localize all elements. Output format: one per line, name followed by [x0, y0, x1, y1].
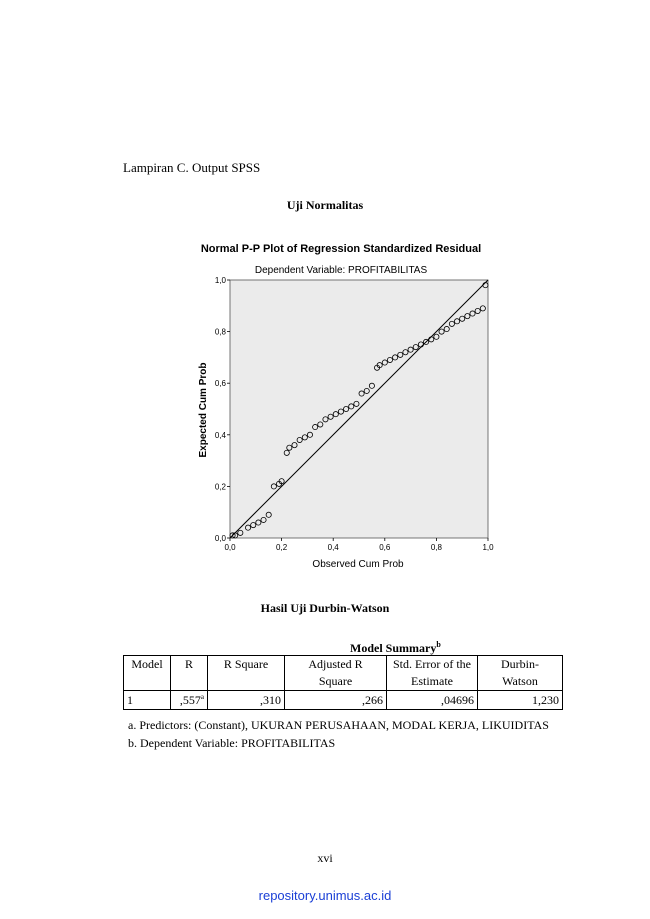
section-heading-normality: Uji Normalitas	[286, 198, 364, 212]
x-tick-label: 0,8	[431, 543, 443, 552]
data-point	[469, 310, 476, 317]
y-tick-label: 1,0	[215, 276, 227, 285]
header-durbin-watson: Durbin- Watson	[477, 655, 563, 691]
data-point	[423, 338, 430, 345]
chart-title: Normal P-P Plot of Regression Standardiz…	[201, 243, 481, 255]
cell-r-square: ,310	[207, 690, 285, 710]
section-heading-durbin-watson: Hasil Uji Durbin-Watson	[260, 601, 390, 615]
data-point	[255, 519, 262, 526]
data-point	[368, 382, 375, 389]
data-point	[306, 431, 313, 438]
x-tick-label: 0,4	[328, 543, 340, 552]
data-point	[353, 400, 360, 407]
data-point	[343, 405, 350, 412]
data-point	[291, 442, 298, 449]
data-point	[433, 333, 440, 340]
data-point	[312, 424, 319, 431]
chart-subtitle: Dependent Variable: PROFITABILITAS	[255, 265, 428, 276]
data-point	[332, 411, 339, 418]
header-std-error: Std. Error of the Estimate	[386, 655, 478, 691]
data-point	[327, 413, 334, 420]
x-tick-label: 0,0	[224, 543, 236, 552]
data-point	[232, 532, 239, 539]
data-point	[474, 307, 481, 314]
y-tick-label: 0,6	[215, 379, 227, 388]
data-point	[245, 524, 252, 531]
cell-r: ,557a	[170, 690, 208, 710]
cell-model: 1	[123, 690, 171, 710]
x-tick-label: 0,6	[379, 543, 391, 552]
y-tick-label: 0,2	[215, 482, 227, 491]
data-point	[464, 313, 471, 320]
data-point	[397, 351, 404, 358]
data-point	[363, 387, 370, 394]
y-axis-label: Expected Cum Prob	[198, 362, 209, 457]
data-point	[358, 390, 365, 397]
data-point	[322, 416, 329, 423]
data-point	[296, 436, 303, 443]
data-point	[229, 532, 236, 539]
y-tick-label: 0,4	[215, 431, 227, 440]
table-caption-sup: b	[436, 640, 441, 649]
y-tick-label: 0,0	[215, 534, 227, 543]
header-r: R	[170, 655, 208, 691]
data-point	[417, 341, 424, 348]
data-point	[278, 478, 285, 485]
model-summary-table: Model R R Square Adjusted R Square Std. E…	[123, 655, 563, 710]
data-point	[482, 282, 489, 289]
header-r-square: R Square	[207, 655, 285, 691]
data-point	[412, 344, 419, 351]
x-tick-label: 1,0	[482, 543, 494, 552]
header-model: Model	[123, 655, 171, 691]
table-caption-text: Model Summary	[350, 641, 437, 655]
data-point	[286, 444, 293, 451]
table-row: 1 ,557a ,310 ,266 ,04696 1,230	[123, 690, 563, 710]
y-tick-label: 0,8	[215, 328, 227, 337]
data-point	[265, 511, 272, 518]
data-point	[301, 434, 308, 441]
intro-text: Lampiran C. Output SPSS	[123, 160, 261, 175]
data-point	[407, 346, 414, 353]
header-adjusted-r-square: Adjusted R Square	[284, 655, 387, 691]
data-point	[386, 356, 393, 363]
data-point	[250, 522, 257, 529]
table-header-row: Model R R Square Adjusted R Square Std. E…	[123, 655, 563, 691]
data-point	[376, 362, 383, 369]
table-caption: Model Summaryb	[350, 640, 441, 656]
data-point	[443, 326, 450, 333]
data-point	[337, 408, 344, 415]
x-tick-label: 0,2	[276, 543, 288, 552]
cell-std-error: ,04696	[386, 690, 478, 710]
data-point	[459, 315, 466, 322]
footnote-a: a. Predictors: (Constant), UKURAN PERUSA…	[128, 718, 549, 732]
x-axis-label: Observed Cum Prob	[312, 559, 404, 570]
repository-link[interactable]: repository.unimus.ac.id	[258, 888, 392, 903]
data-point	[381, 359, 388, 366]
page-number: xvi	[317, 851, 333, 865]
cell-adjusted-r-square: ,266	[284, 690, 387, 710]
data-points	[229, 282, 489, 539]
data-point	[428, 336, 435, 343]
data-point	[317, 421, 324, 428]
cell-durbin-watson: 1,230	[477, 690, 563, 710]
data-point	[237, 529, 244, 536]
data-point	[438, 328, 445, 335]
data-point	[448, 320, 455, 327]
data-point	[479, 305, 486, 312]
data-point	[270, 483, 277, 490]
footnote-b: b. Dependent Variable: PROFITABILITAS	[128, 736, 336, 750]
data-point	[392, 354, 399, 361]
data-point	[283, 449, 290, 456]
data-point	[348, 403, 355, 410]
data-point	[260, 516, 267, 523]
axis-ticks: 0,00,0 0,2 0,2 0,4 0,4 0,6 0,6 0,8 0,8 1,0 1,0	[215, 276, 494, 552]
reference-line	[229, 279, 489, 539]
data-point	[402, 349, 409, 356]
data-point	[454, 318, 461, 325]
